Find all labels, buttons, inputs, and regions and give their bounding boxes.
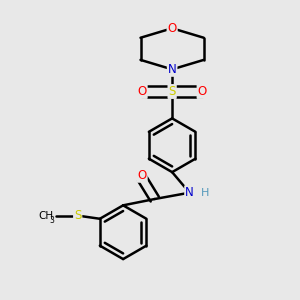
Text: H: H [201,188,209,198]
Text: 3: 3 [49,216,54,225]
Text: N: N [168,63,176,76]
Text: O: O [197,85,207,98]
Text: CH: CH [39,211,54,220]
Text: S: S [168,85,176,98]
Text: O: O [167,22,177,35]
Text: S: S [74,209,81,222]
Text: O: O [137,85,147,98]
Text: N: N [185,186,194,199]
Text: O: O [137,169,147,182]
